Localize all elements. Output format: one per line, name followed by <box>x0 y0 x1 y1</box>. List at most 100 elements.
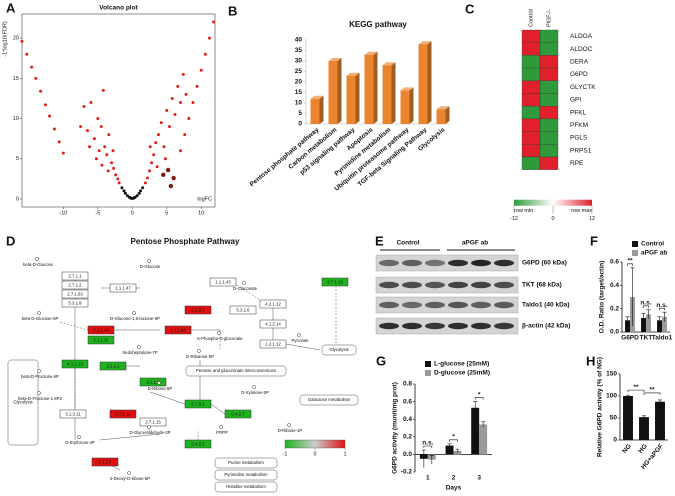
bar <box>471 407 480 455</box>
band-label: G6PD (60 kDa) <box>522 260 567 267</box>
y-tick-label: 30 <box>295 58 303 65</box>
bar-side <box>445 106 450 124</box>
metabolite-node <box>35 257 39 261</box>
map-label: Pentose and glucuronate interconversions <box>196 368 276 373</box>
y-tick-label: 0.6 <box>403 398 412 405</box>
enzyme-box <box>164 325 192 335</box>
point <box>148 169 152 173</box>
point <box>34 76 38 80</box>
enzyme-label: 2.7.1.15 <box>145 419 161 424</box>
annotation: ** <box>627 258 633 265</box>
bar <box>364 54 374 125</box>
pathway-title: Pentose Phosphate Pathway <box>131 237 240 246</box>
legend-tick-label: 0 <box>313 451 316 457</box>
chart-title: Volcano plot <box>99 5 138 12</box>
column-label: Control <box>528 9 534 27</box>
metabolite-node <box>147 259 151 263</box>
legend-swatch <box>425 361 431 367</box>
point <box>103 145 107 149</box>
bar-side <box>373 51 378 125</box>
x-tick-label: 0 <box>131 210 134 216</box>
enzyme-box <box>321 277 349 287</box>
point <box>88 145 92 149</box>
panel-letter: D <box>6 233 15 248</box>
enzyme-box <box>87 325 115 335</box>
y-tick-label: 50 <box>610 415 618 422</box>
heat-cell <box>521 42 541 56</box>
error-bar <box>641 313 646 323</box>
point <box>170 96 174 100</box>
metabolite-node <box>287 423 291 427</box>
bar <box>662 316 667 332</box>
point <box>25 52 29 56</box>
y-tick-label: 0.0 <box>403 451 412 458</box>
point <box>105 153 109 157</box>
heat-cell <box>539 67 559 81</box>
point <box>107 133 111 137</box>
blot-band <box>448 281 468 289</box>
metabolite-label: 6-Phospho-D-gluconate <box>197 336 243 341</box>
point <box>139 189 143 193</box>
plot-frame <box>21 13 216 208</box>
heat-cell <box>539 118 559 132</box>
enzyme-label: 1.1.1.47 <box>115 285 131 290</box>
metabolite-label: PRPP <box>216 430 228 435</box>
point <box>106 169 110 173</box>
enzyme-box <box>61 298 89 308</box>
row-label: RPE <box>570 160 584 167</box>
enzyme-box <box>87 335 115 345</box>
y-tick-label: 0.2 <box>610 305 619 312</box>
bar-top <box>328 58 342 61</box>
bar <box>623 396 633 440</box>
metabolite-label: D-Xylulose-5P <box>241 390 269 395</box>
point <box>123 191 127 195</box>
bar <box>436 109 446 124</box>
point <box>39 89 43 93</box>
row-label: GLYCTK <box>570 84 596 91</box>
heat-cell <box>521 118 541 132</box>
metabolite-label: D-Gluconate <box>233 286 258 291</box>
enzyme-label: 1.2.1.12 <box>265 341 281 346</box>
enzyme-box <box>259 319 287 329</box>
color-legend <box>514 199 592 206</box>
point <box>122 189 126 193</box>
enzyme-label: 5.4.2.2 <box>191 441 205 446</box>
group-label: aPGF ab <box>462 240 488 247</box>
y-tick-label: 25 <box>295 68 303 75</box>
metabolite-node <box>217 331 221 335</box>
heat-cell <box>521 156 541 170</box>
pathway-link <box>236 284 261 301</box>
heat-cell <box>539 55 559 69</box>
enzyme-box <box>259 299 287 309</box>
enzyme-box <box>99 361 127 371</box>
x-tick-label: 5 <box>165 210 168 216</box>
enzyme-box <box>184 305 212 315</box>
point <box>161 172 166 178</box>
heat-cell <box>521 144 541 158</box>
point <box>94 157 98 161</box>
x-tick-label: G6PD <box>621 335 639 342</box>
y-tick-label: 5 <box>298 110 302 117</box>
bar <box>639 417 649 440</box>
y-tick-label: 0.4 <box>610 282 619 289</box>
y-tick-label: 0.6 <box>610 259 619 266</box>
enzyme-box <box>139 417 167 427</box>
point <box>165 109 169 112</box>
y-tick-label: 15 <box>13 76 19 82</box>
point <box>82 104 86 108</box>
enzyme-box <box>139 377 167 387</box>
error-bar <box>455 448 460 453</box>
legend-tick-label: -12 <box>510 216 518 222</box>
enzyme-box <box>61 289 89 299</box>
pathway-link <box>149 391 186 405</box>
y-tick-label: 0 <box>16 196 19 202</box>
point <box>129 196 133 200</box>
blot-band <box>471 259 491 267</box>
x-tick-label: TKT <box>640 335 653 342</box>
point <box>179 100 183 104</box>
metabolite-label: D-Glucose <box>140 264 161 269</box>
point <box>137 191 141 195</box>
heat-cell <box>539 144 559 158</box>
point <box>183 133 187 137</box>
enzyme-box <box>61 280 89 290</box>
